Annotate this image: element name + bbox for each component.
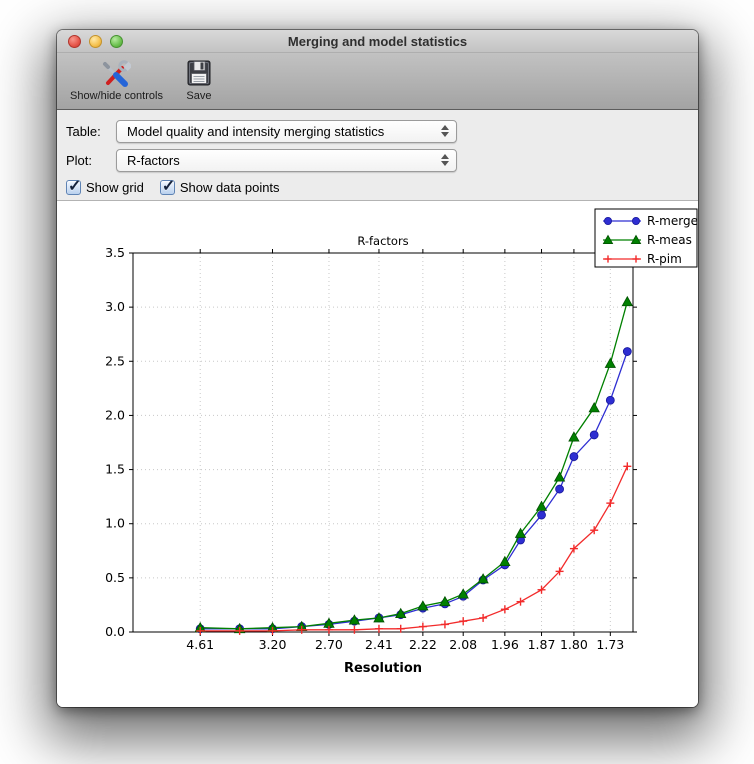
svg-text:0.5: 0.5 <box>105 570 125 585</box>
gridlines <box>133 253 633 632</box>
show-grid-label: Show grid <box>86 180 144 195</box>
svg-text:R-merge: R-merge <box>647 214 698 228</box>
y-tick-labels: 0.0 0.5 1.0 1.5 2.0 2.5 3.0 3.5 <box>105 245 125 639</box>
svg-text:1.80: 1.80 <box>560 637 588 652</box>
popup-stepper-icon <box>441 124 449 137</box>
svg-text:R-meas: R-meas <box>647 233 692 247</box>
save-label: Save <box>186 90 212 102</box>
minimize-button[interactable] <box>89 35 102 48</box>
svg-text:3.20: 3.20 <box>259 637 287 652</box>
svg-text:2.5: 2.5 <box>105 353 125 368</box>
axis-ticks <box>129 249 637 636</box>
save-icon <box>183 57 215 89</box>
show-data-points-checkbox-item[interactable]: ✓ Show data points <box>159 178 280 195</box>
svg-text:3.5: 3.5 <box>105 245 125 260</box>
tools-icon <box>100 57 132 89</box>
svg-text:1.0: 1.0 <box>105 516 125 531</box>
zoom-button[interactable] <box>110 35 123 48</box>
traffic-lights <box>68 35 123 48</box>
svg-text:2.22: 2.22 <box>409 637 437 652</box>
plot-area: 4.61 3.20 2.70 2.41 2.22 2.08 1.96 1.87 1.80 1.73… <box>105 208 698 676</box>
svg-text:R-pim: R-pim <box>647 252 682 266</box>
svg-text:1.5: 1.5 <box>105 462 125 477</box>
svg-text:4.61: 4.61 <box>186 637 214 652</box>
plot-popup-value: R-factors <box>127 152 180 168</box>
legend-item-r-merge: R-merge <box>603 214 698 228</box>
table-label: Table: <box>66 123 101 139</box>
title-bar[interactable]: Merging and model statistics <box>57 30 698 53</box>
window-title: Merging and model statistics <box>287 33 468 49</box>
series-r-meas <box>194 295 633 634</box>
svg-text:2.41: 2.41 <box>365 637 393 652</box>
series-r-merge <box>195 347 632 634</box>
show-data-points-label: Show data points <box>179 180 280 195</box>
close-button[interactable] <box>68 35 81 48</box>
svg-text:1.73: 1.73 <box>596 637 624 652</box>
series-r-pim <box>196 462 632 635</box>
svg-text:1.96: 1.96 <box>491 637 519 652</box>
svg-text:2.70: 2.70 <box>315 637 343 652</box>
x-tick-labels: 4.61 3.20 2.70 2.41 2.22 2.08 1.96 1.87 1.80 1.73 <box>186 637 624 652</box>
popup-stepper-icon <box>441 153 449 166</box>
svg-text:2.08: 2.08 <box>449 637 477 652</box>
plot-popup-menu[interactable]: R-factors <box>116 148 457 172</box>
plot-frame <box>132 252 634 633</box>
legend-item-r-pim: R-pim <box>603 252 682 266</box>
show-grid-checkbox-item[interactable]: ✓ Show grid <box>66 178 144 195</box>
show-grid-checkbox[interactable]: ✓ <box>66 178 82 195</box>
app-window: Merging and model statistics Show/hide c… <box>57 30 698 707</box>
controls-panel: Table: Model quality and intensity mergi… <box>57 110 698 201</box>
legend-item-r-meas: R-meas <box>602 233 692 247</box>
chart-panel: 4.61 3.20 2.70 2.41 2.22 2.08 1.96 1.87 1.80 1.73… <box>57 201 698 707</box>
table-popup-menu[interactable]: Model quality and intensity merging stat… <box>116 119 457 143</box>
show-hide-controls-button[interactable]: Show/hide controls <box>67 56 166 103</box>
svg-text:3.0: 3.0 <box>105 299 125 314</box>
plot-label: Plot: <box>66 152 93 168</box>
legend: R-merge R-meas R-pim <box>594 208 698 268</box>
save-button[interactable]: Save <box>180 56 218 103</box>
table-popup-value: Model quality and intensity merging stat… <box>127 123 385 139</box>
show-data-points-checkbox[interactable]: ✓ <box>159 178 176 195</box>
toolbar: Show/hide controls Save <box>57 53 698 110</box>
svg-text:2.0: 2.0 <box>105 407 125 422</box>
svg-text:0.0: 0.0 <box>105 624 125 639</box>
svg-text:1.87: 1.87 <box>528 637 556 652</box>
x-axis-label: Resolution <box>344 661 422 676</box>
chart-title: R-factors <box>357 234 408 248</box>
show-hide-controls-label: Show/hide controls <box>70 90 163 102</box>
